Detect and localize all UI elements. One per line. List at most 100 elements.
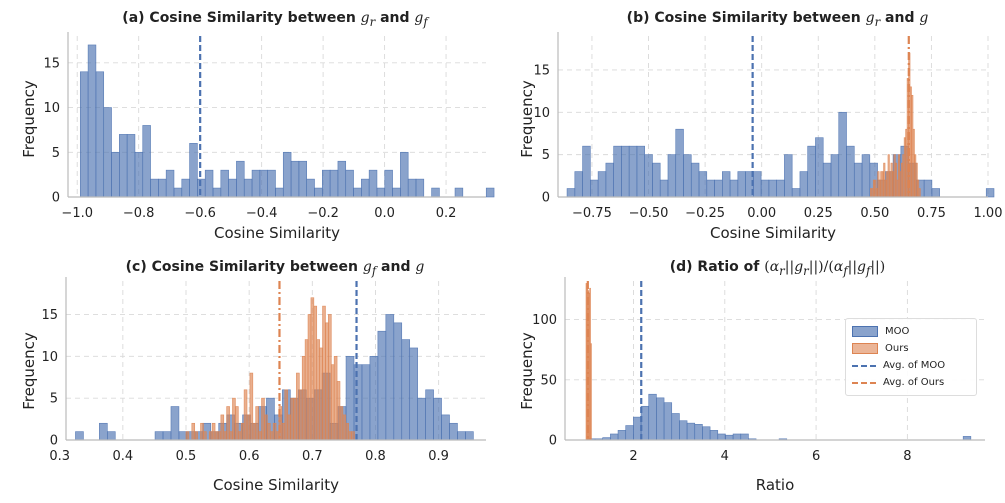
bar-a-moo-41 — [400, 151, 409, 198]
bar-c-ours-8 — [208, 431, 213, 441]
x-tick-label-b-2: −0.25 — [685, 206, 725, 221]
panel-b-title: (b) Cosine Similarity between gr and g — [626, 10, 929, 29]
bar-a-moo-15 — [197, 178, 206, 198]
bar-b-moo-34 — [830, 154, 840, 198]
bar-b-moo-13 — [667, 154, 677, 198]
x-tick-label-b-1: −0.50 — [629, 206, 669, 221]
x-tick-label-c-3: 0.6 — [239, 449, 260, 464]
bar-c-ours-51 — [333, 356, 338, 441]
x-tick-label-d-3: 8 — [903, 449, 911, 464]
bar-a-moo-12 — [173, 187, 183, 198]
bar-a-moo-17 — [212, 187, 222, 198]
y-tick-label-b-1: 5 — [542, 148, 550, 163]
bar-a-moo-19 — [228, 178, 237, 198]
bar-a-moo-21 — [243, 178, 253, 198]
bar-a-moo-37 — [368, 169, 378, 198]
bar-c-ours-46 — [319, 347, 323, 441]
bar-c-moo-45 — [433, 397, 442, 441]
bar-a-moo-30 — [314, 187, 323, 198]
bar-c-moo-41 — [401, 339, 411, 441]
bar-c-moo-40 — [393, 322, 403, 441]
bar-a-moo-5 — [119, 134, 128, 198]
bar-c-moo-46 — [441, 414, 450, 441]
panel-a-xlabel: Cosine Similarity — [213, 224, 341, 242]
bar-c-ours-33 — [281, 422, 286, 441]
bar-b-moo-6 — [613, 145, 622, 198]
bar-d-moo-8 — [648, 393, 657, 441]
chart-a: −1.0 −0.8 −0.6 −0.4 −0.2 0.0 0.2 0 5 10 15 — [43, 32, 495, 221]
bar-b-moo-1 — [574, 171, 583, 198]
bar-c-ours-40 — [301, 356, 306, 441]
bar-a-moo-8 — [142, 125, 151, 198]
panel-b-xlabel: Cosine Similarity — [709, 224, 837, 242]
chart-d: 2 4 6 8 0 50 100 — [532, 277, 985, 464]
bar-b-moo-14 — [675, 128, 684, 198]
x-tick-label-a-3: −0.4 — [246, 206, 278, 221]
bar-b-moo-15 — [683, 154, 692, 198]
legend-item-avg-moo: Avg. of MOO — [852, 357, 970, 374]
bar-c-ours-38 — [296, 372, 300, 441]
panel-c-title: (c) Cosine Similarity between gf and g — [125, 259, 425, 278]
bar-a-moo-7 — [134, 151, 144, 198]
y-tick-label-d-1: 50 — [540, 373, 557, 388]
bar-b-moo-25 — [760, 179, 770, 198]
bar-a-moo-52 — [485, 187, 495, 198]
y-tick-label-a-1: 5 — [52, 146, 60, 161]
bar-c-moo-0 — [75, 431, 84, 441]
bar-a-moo-26 — [282, 151, 292, 198]
bar-a-moo-32 — [329, 169, 339, 198]
legend-line-avg-moo — [852, 364, 876, 367]
bar-d-moo-4 — [617, 430, 627, 441]
bar-b-moo-37 — [853, 162, 863, 198]
bar-c-ours-57 — [351, 431, 355, 441]
bar-b-moo-36 — [846, 145, 855, 198]
bar-c-ours-24 — [255, 406, 259, 441]
bar-c-moo-42 — [409, 347, 418, 441]
bar-a-moo-1 — [87, 44, 97, 198]
bar-c-ours-36 — [290, 397, 294, 441]
bar-c-moo-3 — [99, 422, 108, 441]
y-tick-label-b-0: 0 — [542, 191, 550, 206]
x-tick-label-d-2: 6 — [812, 449, 820, 464]
x-tick-label-b-6: 0.75 — [917, 206, 946, 221]
bar-a-moo-2 — [95, 71, 105, 198]
bar-c-moo-35 — [353, 364, 363, 441]
y-tick-label-a-2: 10 — [43, 101, 60, 116]
bar-b-moo-8 — [628, 145, 638, 198]
bar-c-ours-3 — [194, 431, 198, 441]
bar-a-moo-14 — [189, 143, 198, 198]
bar-b-moo-30 — [799, 171, 808, 198]
chart-c: 0.3 0.4 0.5 0.6 0.7 0.8 0.9 0 5 10 15 — [41, 277, 486, 464]
panel-a-title: (a) Cosine Similarity between gr and gf — [122, 10, 428, 29]
bar-c-moo-43 — [417, 397, 426, 441]
bar-c-ours-28 — [267, 422, 271, 441]
x-tick-label-b-3: 0.00 — [747, 206, 776, 221]
bar-b-moo-17 — [698, 171, 708, 198]
bar-d-moo-11 — [671, 413, 680, 441]
bar-c-moo-37 — [369, 356, 379, 441]
bar-a-moo-33 — [337, 160, 347, 198]
chart-b: −0.75 −0.50 −0.25 0.00 0.25 0.50 0.75 1.00 0 5 10 1… — [533, 32, 1002, 221]
bar-b-moo-32 — [815, 137, 824, 198]
x-tick-label-b-4: 0.25 — [804, 206, 833, 221]
bar-b-moo-26 — [768, 179, 777, 198]
bar-c-ours-35 — [287, 414, 291, 441]
bar-c-ours-50 — [330, 364, 335, 441]
bar-b-moo-22 — [737, 171, 746, 198]
bar-c-ours-12 — [220, 414, 225, 441]
bar-c-ours-21 — [246, 414, 251, 441]
bar-a-moo-10 — [158, 178, 167, 198]
bar-a-moo-23 — [259, 169, 268, 198]
bar-c-ours-6 — [203, 431, 207, 441]
bar-c-ours-55 — [345, 422, 349, 441]
bar-a-moo-16 — [204, 169, 214, 198]
bar-d-moo-13 — [686, 422, 696, 441]
bar-a-moo-31 — [322, 169, 331, 198]
bar-a-moo-20 — [236, 160, 245, 198]
legend-label-avg-ours: Avg. of Ours — [883, 377, 945, 388]
bar-b-moo-9 — [636, 145, 645, 198]
bar-b-moo-4 — [597, 171, 607, 198]
legend-label-moo: MOO — [885, 326, 910, 337]
y-tick-label-c-3: 15 — [41, 308, 58, 323]
legend-line-avg-ours — [852, 381, 876, 384]
